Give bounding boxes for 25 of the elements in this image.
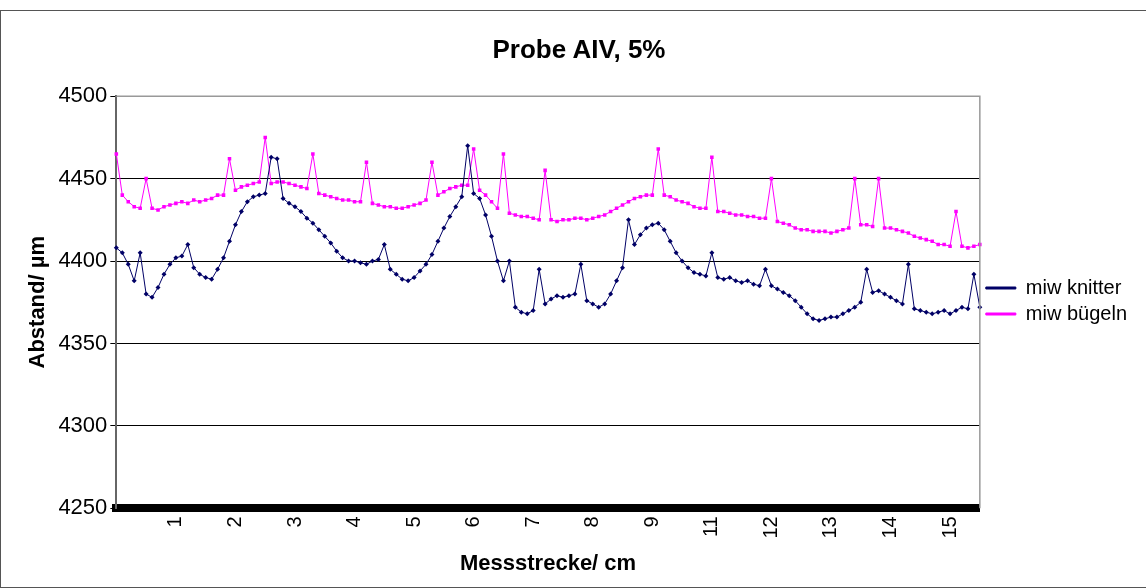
y-tick-label: 4400 bbox=[58, 247, 108, 273]
chart-title: Probe AIV, 5% bbox=[492, 33, 666, 64]
x-tick-label: 6 bbox=[461, 516, 484, 528]
x-tick-label: 11 bbox=[699, 516, 722, 538]
x-tick-label: 2 bbox=[222, 516, 245, 528]
x-axis-title: Messstrecke/ cm bbox=[460, 549, 637, 575]
x-tick-label: 3 bbox=[282, 516, 305, 528]
y-tick-label: 4300 bbox=[58, 411, 108, 437]
x-tick-label: 12 bbox=[758, 516, 781, 539]
legend-label: miw knitter bbox=[1025, 275, 1122, 298]
y-tick-label: 4450 bbox=[58, 164, 108, 190]
y-tick-label: 4500 bbox=[58, 82, 108, 108]
x-tick-label: 5 bbox=[401, 516, 424, 528]
x-tick-label: 7 bbox=[520, 516, 543, 528]
x-tick-label: 4 bbox=[342, 516, 365, 528]
x-tick-label: 15 bbox=[937, 516, 960, 539]
y-axis-title: Abstand/ µm bbox=[24, 236, 50, 369]
x-tick-label: 1 bbox=[163, 516, 186, 528]
y-tick-label: 4250 bbox=[58, 494, 108, 520]
x-tick-label: 9 bbox=[639, 516, 662, 528]
x-tick-label: 14 bbox=[878, 516, 901, 539]
y-tick-label: 4350 bbox=[58, 329, 108, 355]
legend-label: miw bügeln bbox=[1025, 301, 1128, 324]
x-tick-label: 13 bbox=[818, 516, 841, 539]
x-tick-label: 8 bbox=[580, 516, 603, 528]
